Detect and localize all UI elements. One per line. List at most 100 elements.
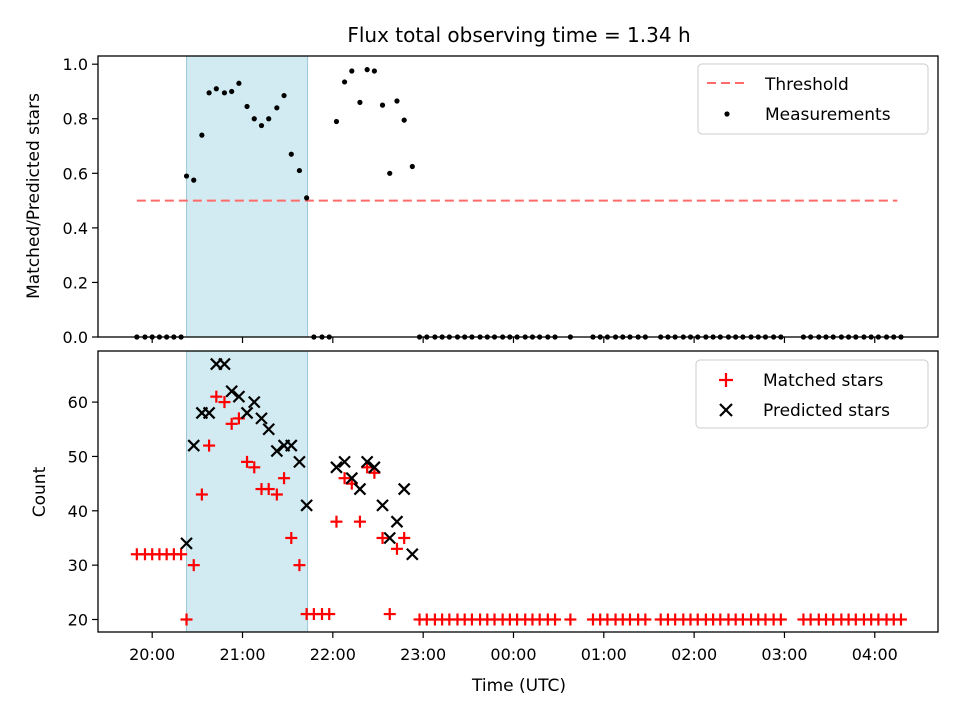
predicted-stars-point xyxy=(255,412,268,425)
predicted-legend-label: Predicted stars xyxy=(763,401,890,421)
predicted-stars-point xyxy=(187,439,201,452)
y-tick-label: 0.8 xyxy=(63,110,88,129)
matched-stars-point xyxy=(390,542,403,555)
predicted-stars-point xyxy=(353,482,367,496)
measurement-point xyxy=(401,117,407,123)
matched-stars-point xyxy=(195,488,208,501)
star-count-panel: 20 30 40 50 60 20:00 21:00 22:00 23:00 00:00 01:0… xyxy=(30,350,939,696)
predicted-stars-point xyxy=(262,422,275,436)
measurement-point xyxy=(387,170,393,176)
y-tick-label: 0.2 xyxy=(63,273,88,292)
bottom-legend-box xyxy=(695,359,929,429)
observing-window-shade xyxy=(186,55,309,338)
matched-stars-point xyxy=(175,548,188,561)
predicted-stars-point xyxy=(247,395,261,409)
x-tick-label: 22:00 xyxy=(310,645,356,664)
matched-stars-point xyxy=(225,417,238,430)
measurement-point xyxy=(333,118,340,125)
measurement-point xyxy=(364,67,370,73)
matched-legend-label: Matched stars xyxy=(763,371,883,391)
predicted-stars-point xyxy=(390,515,404,528)
x-tick-label: 21:00 xyxy=(219,645,265,664)
measurement-point xyxy=(409,163,415,170)
x-tick-label: 03:00 xyxy=(761,645,807,664)
measurements-legend-label: Measurements xyxy=(765,105,891,125)
measurements-legend-swatch xyxy=(724,111,730,117)
predicted-stars-point xyxy=(338,455,351,469)
matched-stars-point xyxy=(894,613,907,626)
x-axis-label: Time (UTC) xyxy=(471,676,566,696)
measurement-point xyxy=(206,90,212,96)
x-tick-label: 02:00 xyxy=(671,645,717,664)
measurement-point xyxy=(258,122,265,129)
top-legend: Threshold Measurements xyxy=(697,63,929,135)
matched-stars-point xyxy=(180,613,193,626)
predicted-stars-point xyxy=(330,461,343,474)
measurement-point xyxy=(221,90,228,96)
measurement-point xyxy=(349,68,355,74)
predicted-stars-point xyxy=(285,439,298,452)
chart-title: Flux total observing time = 1.34 h xyxy=(347,23,690,47)
matched-stars-point xyxy=(376,531,389,544)
bottom-legend: Matched stars Predicted stars xyxy=(695,359,929,429)
predicted-stars-point xyxy=(376,499,389,512)
predicted-stars-point xyxy=(300,499,313,512)
count-points xyxy=(130,357,907,626)
matched-stars-point xyxy=(383,608,396,621)
matched-stars-point xyxy=(293,559,306,572)
measurement-point xyxy=(341,79,348,85)
matched-stars-point xyxy=(241,455,254,468)
bottom-x-ticks: 20:00 21:00 22:00 23:00 00:00 01:00 02:00 03:00… xyxy=(129,632,898,664)
predicted-stars-point xyxy=(383,531,397,545)
measurement-point xyxy=(274,105,280,111)
measurement-point xyxy=(251,116,257,122)
measurement-point xyxy=(191,177,197,183)
predicted-stars-point xyxy=(345,471,359,485)
y-tick-label: 1.0 xyxy=(63,55,88,74)
matched-stars-point xyxy=(203,439,216,452)
threshold-legend-label: Threshold xyxy=(764,75,849,95)
measurement-point xyxy=(281,92,287,99)
predicted-stars-point xyxy=(240,406,254,420)
bottom-y-axis-label: Count xyxy=(30,466,50,517)
matched-stars-point xyxy=(549,613,562,626)
flux-ratio-panel: Flux total observing time = 1.34 h 0.00.… xyxy=(24,23,939,347)
matched-stars-point xyxy=(774,613,787,626)
measurement-point xyxy=(371,68,377,74)
bottom-plot-frame xyxy=(97,350,939,633)
predicted-stars-point xyxy=(368,461,381,474)
x-tick-label: 04:00 xyxy=(852,645,898,664)
x-tick-label: 00:00 xyxy=(490,645,536,664)
top-plot-frame xyxy=(97,55,939,338)
y-tick-label: 40 xyxy=(68,502,88,521)
measurement-point xyxy=(304,195,310,201)
matched-stars-point xyxy=(218,396,231,409)
matched-stars-point xyxy=(323,608,336,621)
predicted-stars-point xyxy=(218,357,231,371)
y-tick-label: 50 xyxy=(68,447,88,466)
predicted-stars-point xyxy=(270,444,284,458)
matched-stars-point xyxy=(210,390,223,403)
top-y-axis-label: Matched/Predicted stars xyxy=(24,93,44,299)
bottom-y-ticks: 20 30 40 50 60 xyxy=(68,393,98,629)
top-legend-box xyxy=(697,63,929,135)
predicted-stars-point xyxy=(360,455,374,469)
measurement-point xyxy=(236,80,242,86)
x-tick-label: 20:00 xyxy=(129,645,175,664)
measurement-point xyxy=(266,116,272,122)
matched-stars-point xyxy=(330,515,343,528)
predicted-stars-point xyxy=(397,482,411,496)
matched-stars-point xyxy=(187,559,200,572)
matched-stars-point xyxy=(398,531,411,544)
matched-stars-point xyxy=(248,461,261,474)
matched-stars-point xyxy=(262,483,275,496)
matched-stars-point xyxy=(285,531,298,544)
predicted-stars-point xyxy=(180,537,193,550)
measurement-point xyxy=(244,103,250,110)
predicted-stars-point xyxy=(225,384,238,398)
top-x-ticks xyxy=(151,337,876,343)
measurement-point xyxy=(183,173,190,179)
y-tick-label: 0.4 xyxy=(63,219,88,238)
measurement-point xyxy=(394,98,400,104)
